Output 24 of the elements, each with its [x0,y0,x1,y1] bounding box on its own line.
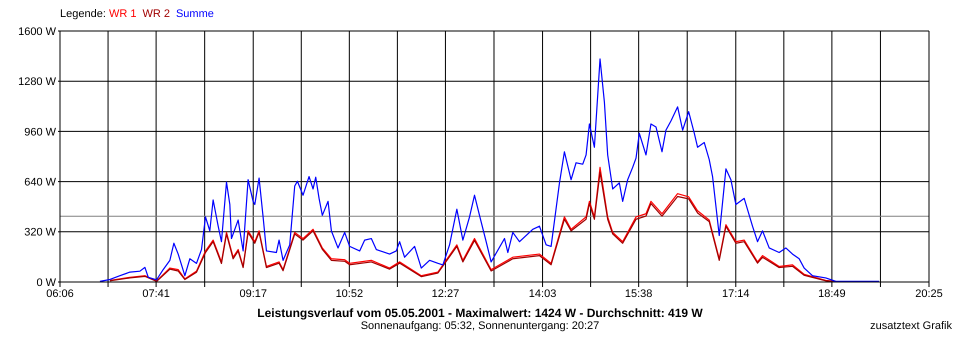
x-tick-label: 12:27 [432,288,460,300]
x-tick-label: 20:25 [915,288,943,300]
x-tick-label: 17:14 [722,288,750,300]
x-tick-label: 14:03 [528,288,556,300]
text: Summe [176,8,214,20]
text: zusatztext Grafik [870,320,952,332]
x-tick-label: 07:41 [142,288,170,300]
x-tick-label: 06:06 [46,288,74,300]
x-tick-label: 18:49 [818,288,846,300]
line-series [99,58,880,282]
text: WR 1 [108,8,136,20]
y-tick-label: 960 W [24,126,57,138]
y-tick-label: 640 W [24,176,57,189]
x-tick-label: 15:38 [624,288,652,300]
text: Sonnenaufgang: 05:32, Sonnenuntergang: 20:27 [360,320,600,332]
y-tick-label: 1280 W [18,76,57,88]
x-tick-label: 10:52 [336,288,364,300]
y-tick-label: 1600 W [18,26,57,38]
x-tick-label: 09:17 [239,288,267,300]
text: WR 2 [142,8,170,20]
y-tick-label: 320 W [24,226,57,239]
text: Leistungsverlauf vom 05.05.2001 - Maximalwert: 1424 W - Durchschnitt: 419 W [256,306,704,320]
legend-title: Legende: [60,8,107,20]
y-tick-label: 0 W [36,276,57,289]
